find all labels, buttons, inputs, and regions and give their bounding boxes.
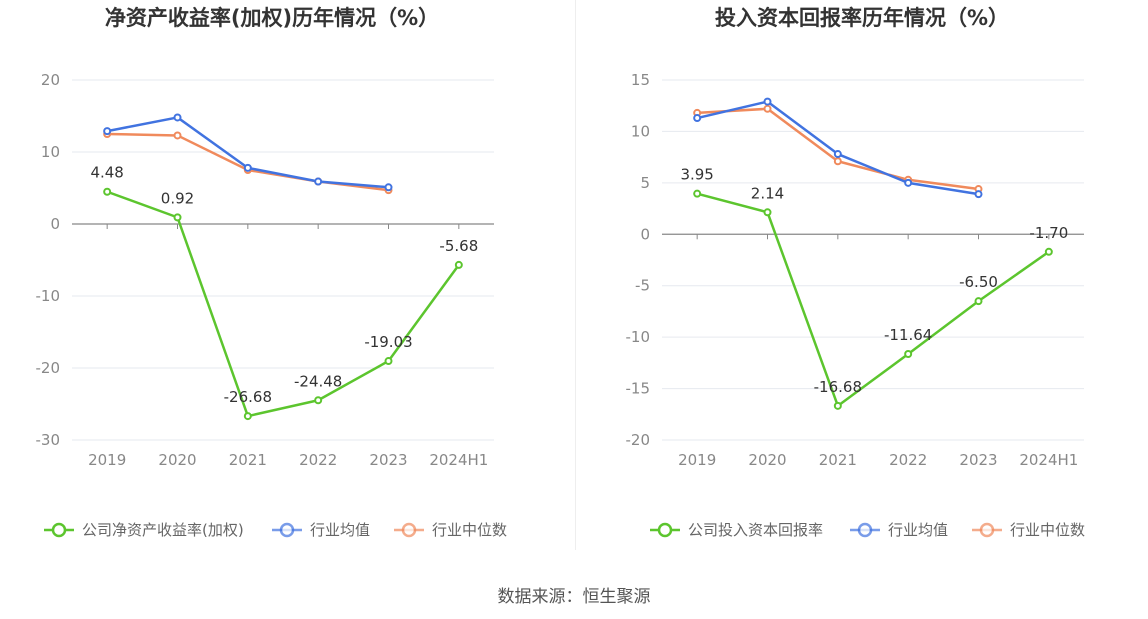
- legend-label: 行业均值: [310, 521, 370, 539]
- roic-chart: 投入资本回报率历年情况（%） 15 10 5 0 -5 -10 -15 -20 2019 2020 2…: [576, 0, 1148, 560]
- series-line: [107, 132, 389, 192]
- data-point: [763, 97, 772, 106]
- data-label: -16.68: [814, 378, 862, 396]
- data-point: [314, 396, 323, 405]
- x-tick-label: 2024H1: [1019, 451, 1078, 469]
- legend-label: 行业中位数: [432, 521, 507, 539]
- legend-marker: [979, 522, 995, 538]
- y-tick-label: 15: [631, 71, 650, 89]
- data-point: [904, 350, 913, 359]
- data-source-note: 数据来源：恒生聚源: [497, 587, 651, 607]
- chart-title: 净资产收益率(加权)历年情况（%）: [105, 6, 439, 30]
- y-tick-label: -20: [36, 359, 61, 377]
- data-point: [454, 260, 463, 269]
- y-tick-label: -15: [626, 380, 651, 398]
- data-point: [974, 190, 983, 199]
- y-tick-label: -30: [36, 431, 61, 449]
- chart-svg: 投入资本回报率历年情况（%） 15 10 5 0 -5 -10 -15 -20 2019 2020 2…: [626, 6, 1086, 539]
- data-label: -6.50: [959, 273, 998, 291]
- data-label: -5.68: [439, 237, 478, 255]
- series-line: [697, 107, 979, 191]
- data-label: -11.64: [884, 326, 932, 344]
- data-point: [173, 131, 182, 140]
- data-label: 3.95: [680, 166, 713, 184]
- y-tick-label: 0: [50, 215, 60, 233]
- legend-label: 行业中位数: [1010, 521, 1085, 539]
- data-point: [173, 113, 182, 122]
- x-tick-label: 2022: [889, 451, 927, 469]
- roe-chart: 净资产收益率(加权)历年情况（%） 20 10 0 -10 -20 -30 2019 2020 2…: [0, 0, 574, 560]
- legend-marker: [401, 522, 417, 538]
- x-tick-label: 2020: [158, 451, 196, 469]
- data-point: [833, 150, 842, 159]
- x-tick-label: 2023: [369, 451, 407, 469]
- x-tick-label: 2023: [959, 451, 997, 469]
- legend-marker: [657, 522, 673, 538]
- data-label: 0.92: [161, 189, 194, 207]
- chart-divider: [575, 0, 576, 550]
- y-tick-label: 20: [41, 71, 60, 89]
- legend-label: 行业均值: [888, 521, 948, 539]
- legend-marker: [279, 522, 295, 538]
- x-tick-label: 2024H1: [429, 451, 488, 469]
- x-tick-label: 2021: [819, 451, 857, 469]
- data-point: [833, 157, 842, 166]
- data-label: -26.68: [224, 388, 272, 406]
- legend-label: 公司投入资本回报率: [688, 521, 823, 539]
- y-tick-label: -20: [626, 431, 651, 449]
- y-tick-label: 5: [640, 174, 650, 192]
- chart-title: 投入资本回报率历年情况（%）: [715, 6, 1009, 30]
- data-label: 4.48: [90, 164, 123, 182]
- data-label: -24.48: [294, 372, 342, 390]
- data-point: [763, 208, 772, 217]
- chart-svg: 净资产收益率(加权)历年情况（%） 20 10 0 -10 -20 -30 2019 2020 2…: [36, 6, 508, 539]
- data-point: [693, 114, 702, 123]
- y-tick-label: -5: [635, 277, 650, 295]
- y-tick-label: -10: [36, 287, 61, 305]
- data-point: [243, 163, 252, 172]
- y-tick-label: 0: [640, 225, 650, 243]
- data-label: -1.70: [1029, 224, 1068, 242]
- data-label: 2.14: [751, 184, 784, 202]
- data-point: [384, 357, 393, 366]
- y-tick-label: 10: [631, 122, 650, 140]
- data-point: [173, 213, 182, 222]
- data-point: [763, 104, 772, 113]
- data-point: [974, 297, 983, 306]
- data-point: [1044, 247, 1053, 256]
- data-label: -19.03: [364, 333, 412, 351]
- data-point: [243, 412, 252, 421]
- x-tick-label: 2019: [88, 451, 126, 469]
- series-line: [696, 192, 1050, 408]
- data-point: [314, 177, 323, 186]
- x-tick-label: 2020: [748, 451, 786, 469]
- data-point: [103, 187, 112, 196]
- data-point: [103, 127, 112, 136]
- y-tick-label: -10: [626, 328, 651, 346]
- series-line: [106, 190, 460, 418]
- legend-marker: [51, 522, 67, 538]
- x-tick-label: 2019: [678, 451, 716, 469]
- data-point: [904, 178, 913, 187]
- y-tick-label: 10: [41, 143, 60, 161]
- data-point: [833, 401, 842, 410]
- series-line: [696, 100, 979, 196]
- legend-marker: [857, 522, 873, 538]
- legend-label: 公司净资产收益率(加权): [82, 521, 244, 539]
- x-tick-label: 2021: [229, 451, 267, 469]
- data-point: [693, 189, 702, 198]
- data-point: [384, 183, 393, 192]
- x-tick-label: 2022: [299, 451, 337, 469]
